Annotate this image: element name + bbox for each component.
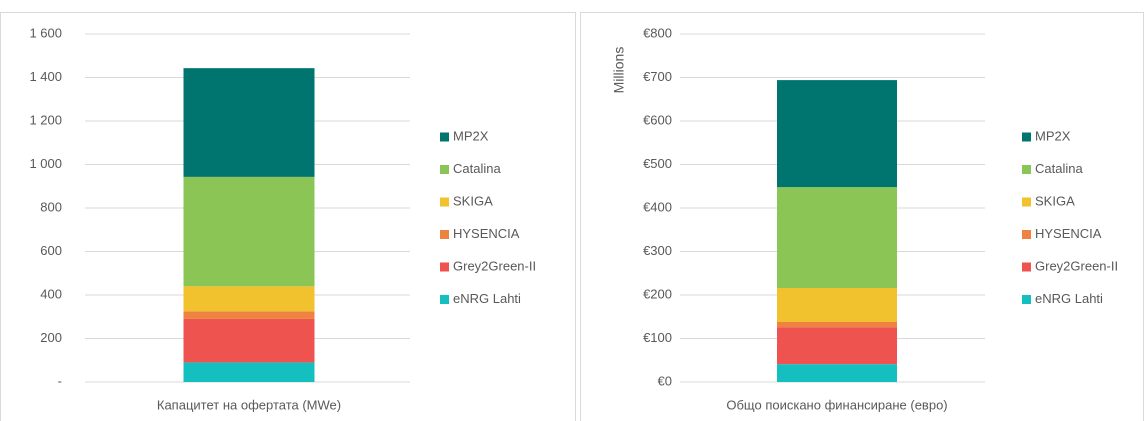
legend-swatch	[1022, 165, 1031, 174]
y-tick-label: 1 400	[29, 69, 62, 84]
y-tick-label: 400	[40, 286, 62, 301]
bar-segment	[183, 68, 315, 177]
legend-label: Grey2Green-II	[1035, 258, 1118, 273]
bar-segment	[183, 362, 315, 382]
y-tick-label: 1 000	[29, 156, 62, 171]
y-tick-label: 800	[40, 199, 62, 214]
y-tick-label: €800	[643, 25, 672, 40]
y-tick-label: €600	[643, 112, 672, 127]
legend-swatch	[1022, 197, 1031, 207]
legend-swatch	[1022, 132, 1031, 142]
y-tick-label: €100	[643, 330, 672, 345]
legend-swatch	[440, 132, 449, 142]
legend-swatch	[440, 295, 449, 304]
legend-swatch	[440, 262, 449, 272]
bar-segment	[183, 176, 315, 287]
legend-label: MP2X	[453, 128, 489, 143]
legend-label: Catalina	[453, 161, 501, 176]
legend-label: Grey2Green-II	[453, 258, 536, 273]
y-tick-label: €400	[643, 199, 672, 214]
x-tick-label: Капацитет на офертата (MWe)	[157, 397, 341, 412]
bar-segment	[777, 321, 897, 328]
legend-label: HYSENCIA	[453, 226, 520, 241]
bar-segment	[183, 318, 315, 363]
legend-swatch	[1022, 230, 1031, 239]
legend-label: eNRG Lahti	[1035, 291, 1103, 306]
bar-segment	[777, 288, 897, 322]
x-tick-label: Общо поискано финансиране (евро)	[726, 397, 947, 412]
bar-segment	[777, 327, 897, 365]
y-axis-label: Millions	[611, 47, 627, 94]
legend-label: SKIGA	[453, 193, 493, 208]
y-tick-label: €0	[658, 373, 672, 388]
y-tick-label: €200	[643, 286, 672, 301]
y-tick-label: -	[58, 373, 62, 388]
y-tick-label: 200	[40, 330, 62, 345]
y-tick-label: 1 200	[29, 112, 62, 127]
bar-segment	[777, 187, 897, 289]
legend-label: SKIGA	[1035, 193, 1075, 208]
y-tick-label: €700	[643, 69, 672, 84]
legend-swatch	[1022, 262, 1031, 272]
legend-label: Catalina	[1035, 161, 1083, 176]
y-tick-label: 600	[40, 243, 62, 258]
y-tick-label: €500	[643, 156, 672, 171]
legend-label: MP2X	[1035, 128, 1071, 143]
legend-swatch	[1022, 295, 1031, 304]
legend-label: HYSENCIA	[1035, 226, 1102, 241]
legend-swatch	[440, 165, 449, 174]
bar-segment	[183, 286, 315, 312]
bar-segment	[183, 311, 315, 319]
bar-segment	[777, 364, 897, 382]
legend-swatch	[440, 197, 449, 207]
legend-swatch	[440, 230, 449, 239]
y-tick-label: 1 600	[29, 25, 62, 40]
bar-segment	[777, 80, 897, 188]
y-tick-label: €300	[643, 243, 672, 258]
panel-frame	[0, 12, 576, 421]
legend-label: eNRG Lahti	[453, 291, 521, 306]
